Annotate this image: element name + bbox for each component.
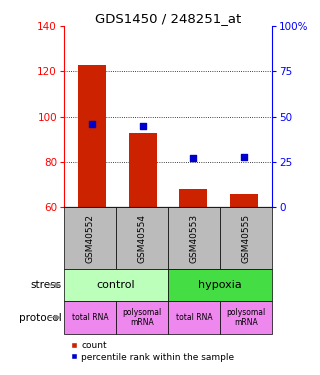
Point [89,121,94,127]
Text: total RNA: total RNA [176,313,212,322]
Text: hypoxia: hypoxia [198,280,242,290]
Bar [230,194,258,207]
Text: GSM40555: GSM40555 [242,214,251,263]
Text: GSM40554: GSM40554 [138,214,147,263]
Bar [168,207,220,270]
Legend: count, percentile rank within the sample: count, percentile rank within the sample [68,339,236,363]
Title: GDS1450 / 248251_at: GDS1450 / 248251_at [95,12,241,25]
Bar [116,207,168,270]
Text: polysomal
mRNA: polysomal mRNA [226,308,266,327]
Text: total RNA: total RNA [72,313,108,322]
Bar [129,133,156,207]
Text: control: control [97,280,135,290]
Bar [116,300,168,334]
Bar [78,65,106,207]
Bar [64,270,168,300]
Point [140,123,145,129]
Bar [168,300,220,334]
Text: protocol: protocol [19,312,62,322]
Text: GSM40552: GSM40552 [85,214,94,263]
Bar [64,207,116,270]
Point [191,155,196,161]
Bar [180,189,207,207]
Text: stress: stress [31,280,62,290]
Point [242,153,247,159]
Bar [220,207,272,270]
Bar [168,270,272,300]
Bar [64,300,116,334]
Text: polysomal
mRNA: polysomal mRNA [122,308,162,327]
Text: GSM40553: GSM40553 [189,214,198,263]
Bar [220,300,272,334]
